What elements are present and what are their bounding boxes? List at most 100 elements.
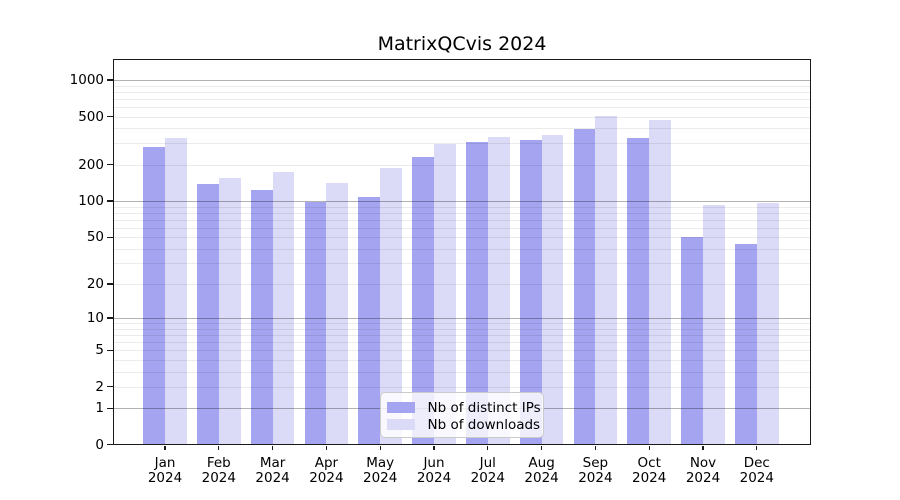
y-tick [106, 386, 113, 388]
y-tick [106, 283, 113, 285]
legend-swatch-distinct-ips [387, 402, 415, 414]
legend-swatch-downloads [387, 419, 415, 431]
legend-item-downloads: Nb of downloads [387, 416, 540, 433]
y-tick [106, 79, 113, 81]
x-tick [325, 445, 328, 450]
gridline-minor [114, 350, 810, 352]
gridline-minor [114, 227, 810, 229]
x-tick-label: Jul 2024 [456, 456, 520, 485]
x-tick-year: 2024 [147, 469, 183, 486]
bar-downloads [165, 138, 187, 445]
y-tick-label: 2 [95, 378, 104, 395]
bar-downloads [380, 167, 402, 445]
gridline-minor [114, 323, 810, 325]
bar-downloads [595, 115, 618, 445]
gridline-minor [114, 143, 810, 145]
bar-distinct-ips [412, 157, 434, 445]
gridline-major [114, 201, 810, 203]
x-tick-month: May [366, 455, 395, 471]
bar-downloads [218, 177, 241, 445]
y-tick-label: 5 [95, 342, 104, 359]
x-tick [648, 445, 650, 450]
x-tick-year: 2024 [363, 469, 398, 486]
x-tick-month: Sep [582, 455, 609, 471]
x-tick-label: Mar 2024 [241, 456, 305, 485]
y-tick [106, 236, 113, 238]
bar-downloads [703, 205, 725, 445]
bar-distinct-ips [143, 147, 165, 445]
x-tick-label: Aug 2024 [510, 456, 574, 485]
x-tick-label: May 2024 [348, 456, 412, 485]
gridline-minor [114, 91, 810, 93]
x-tick-month: Apr [314, 455, 339, 471]
x-tick-label: Dec 2024 [725, 456, 789, 485]
x-tick [702, 445, 704, 450]
x-tick-label: Feb 2024 [187, 456, 251, 485]
x-tick-label: Apr 2024 [294, 456, 358, 485]
x-tick-year: 2024 [524, 469, 559, 486]
x-tick-month: Oct [637, 455, 661, 471]
gridline-minor [114, 328, 810, 330]
gridline-minor [114, 386, 810, 388]
x-tick-year: 2024 [201, 469, 236, 486]
gridline-minor [114, 237, 810, 239]
y-tick-label: 0 [95, 436, 104, 453]
bar-distinct-ips [735, 243, 757, 445]
bar-distinct-ips [358, 196, 381, 445]
gridline-minor [114, 85, 810, 87]
bar-distinct-ips [627, 137, 650, 445]
x-tick [540, 445, 543, 450]
bar-downloads [541, 135, 564, 445]
x-tick-month: Mar [259, 455, 286, 471]
gridline-minor [114, 206, 810, 208]
y-tick [106, 407, 113, 409]
y-tick [106, 317, 113, 319]
x-tick-month: Jul [479, 455, 496, 471]
y-tick-label: 500 [78, 108, 104, 125]
x-tick [433, 445, 435, 450]
gridline-minor [114, 263, 810, 265]
x-tick [271, 445, 274, 450]
bar-distinct-ips [250, 189, 273, 445]
x-tick-year: 2024 [739, 469, 774, 486]
x-tick [379, 445, 381, 450]
bar-downloads [756, 203, 779, 445]
x-tick-year: 2024 [309, 469, 344, 486]
legend-label-downloads: Nb of downloads [427, 416, 541, 433]
legend-item-distinct-ips: Nb of distinct IPs [387, 399, 541, 416]
x-tick-month: Jun [423, 455, 445, 471]
x-tick-label: Nov 2024 [671, 456, 735, 485]
x-tick-label: Jan 2024 [133, 456, 197, 485]
bar-downloads [649, 119, 671, 445]
gridline-major [114, 80, 810, 82]
gridline-minor [114, 284, 810, 286]
bar-distinct-ips [681, 237, 703, 445]
y-tick-label: 1 [95, 400, 104, 417]
x-tick-month: Jan [154, 455, 176, 471]
y-tick [106, 164, 113, 166]
bar-distinct-ips [519, 140, 542, 445]
x-tick-month: Dec [743, 455, 770, 471]
x-tick-label: Jun 2024 [402, 456, 466, 485]
gridline-minor [114, 212, 810, 214]
gridline-minor [114, 248, 810, 250]
bar-downloads [434, 144, 456, 445]
gridline-minor [114, 219, 810, 221]
bar-distinct-ips [304, 201, 327, 445]
x-tick [218, 445, 220, 450]
x-tick-year: 2024 [416, 469, 452, 486]
gridline-minor [114, 342, 810, 344]
x-tick-year: 2024 [255, 469, 290, 486]
y-tick-label: 50 [86, 229, 104, 246]
gridline-minor [114, 106, 810, 108]
y-tick-label: 10 [86, 310, 104, 327]
x-tick-month: Feb [206, 455, 231, 471]
x-tick [594, 445, 597, 450]
gridline-minor [114, 128, 810, 130]
x-tick-month: Nov [689, 455, 717, 471]
x-tick-label: Sep 2024 [563, 456, 627, 485]
y-tick [106, 349, 113, 351]
x-tick-month: Aug [528, 455, 555, 471]
bar-distinct-ips [573, 128, 596, 445]
gridline-major [114, 318, 810, 320]
